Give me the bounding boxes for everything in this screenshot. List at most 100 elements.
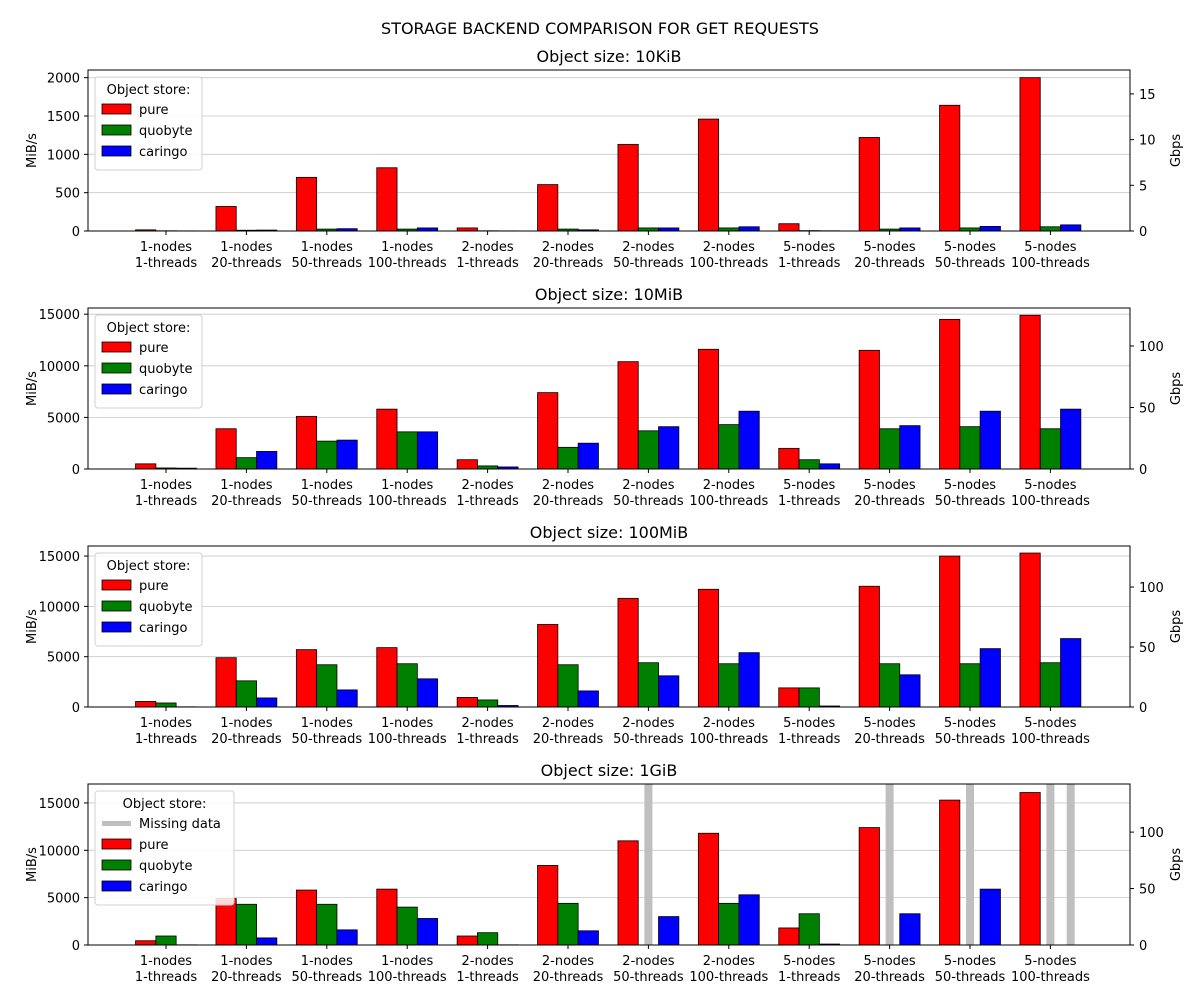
bar-quobyte <box>798 459 820 470</box>
x-tick-label: 50-threads <box>291 970 362 985</box>
y-tick-label: 0 <box>72 225 80 240</box>
bar-caringo <box>416 918 439 946</box>
bar-pure <box>939 799 961 946</box>
y2-tick-label: 100 <box>1139 826 1164 841</box>
x-tick-label: 1-nodes <box>140 954 192 969</box>
bar-pure <box>697 832 720 946</box>
legend-entry: quobyte <box>139 124 193 139</box>
bar-caringo <box>336 439 358 470</box>
legend-swatch-caringo <box>101 145 132 157</box>
legend-swatch-quobyte <box>101 600 132 612</box>
bar-quobyte <box>316 664 338 708</box>
x-tick-label: 50-threads <box>613 256 684 271</box>
panel-title: Object size: 100MiB <box>530 523 688 542</box>
bar-pure <box>295 889 318 946</box>
x-tick-label: 1-threads <box>778 732 841 747</box>
bar-quobyte <box>155 702 177 708</box>
y-tick-label: 15000 <box>39 308 80 323</box>
legend: Object store: pure quobyte caringo <box>94 552 203 647</box>
bar-pure <box>778 223 800 232</box>
bar-caringo <box>416 678 439 708</box>
y-tick-label: 0 <box>72 939 80 954</box>
bar-pure <box>376 167 398 232</box>
x-tick-label: 1-nodes <box>140 478 192 493</box>
x-tick-label: 2-nodes <box>462 716 514 731</box>
x-tick-label: 2-nodes <box>542 716 594 731</box>
bar-quobyte <box>316 903 338 946</box>
y-tick-label: 15000 <box>39 797 80 812</box>
y2-tick-label: 100 <box>1139 581 1164 596</box>
bar-pure <box>939 318 961 470</box>
bar-pure <box>456 935 478 946</box>
bar-quobyte <box>959 426 981 470</box>
bar-pure <box>537 184 559 232</box>
chart-panel-4: Object size: 1GiB 0 5000 10000 15000 0 50 100 Mi… <box>25 761 1184 985</box>
panel-title: Object size: 10MiB <box>535 285 683 304</box>
x-tick-label: 100-threads <box>689 256 768 271</box>
legend-swatch-quobyte <box>101 362 132 374</box>
bar-quobyte <box>396 663 418 708</box>
panel-title: Object size: 10KiB <box>537 47 682 66</box>
x-tick-label: 100-threads <box>1011 970 1090 985</box>
x-tick-label: 50-threads <box>935 732 1006 747</box>
x-tick-label: 1-nodes <box>140 716 192 731</box>
bar-caringo <box>256 937 278 946</box>
x-tick-label: 1-nodes <box>381 478 433 493</box>
x-tick-label: 1-threads <box>135 256 198 271</box>
x-tick-label: 50-threads <box>291 256 362 271</box>
bar-caringo <box>577 690 599 708</box>
x-tick-label: 1-threads <box>135 970 198 985</box>
x-tick-label: 1-nodes <box>220 240 272 255</box>
bar-pure <box>295 415 318 470</box>
bar-pure <box>939 555 961 708</box>
x-tick-label: 5-nodes <box>944 240 996 255</box>
y2-tick-label: 0 <box>1139 939 1147 954</box>
x-tick-label: 5-nodes <box>783 478 835 493</box>
bar-caringo <box>336 689 358 708</box>
bar-pure <box>537 865 559 946</box>
x-tick-label: 20-threads <box>854 970 925 985</box>
x-tick-label: 1-nodes <box>220 716 272 731</box>
x-tick-label: 5-nodes <box>783 240 835 255</box>
bar-pure <box>135 701 157 708</box>
bar-pure <box>617 840 639 946</box>
chart-panel-2: Object size: 10MiB 0 5000 10000 15000 0 50 100 M… <box>25 285 1184 509</box>
x-tick-label: 20-threads <box>533 970 604 985</box>
x-tick-label: 5-nodes <box>783 716 835 731</box>
chart-panel-3: Object size: 100MiB 0 5000 10000 15000 0 50 100… <box>25 523 1184 747</box>
bar-quobyte <box>718 424 740 470</box>
legend-entry: pure <box>139 341 169 356</box>
x-tick-label: 100-threads <box>368 494 447 509</box>
x-tick-label: 20-threads <box>211 256 282 271</box>
bar-caringo <box>738 894 760 946</box>
bar-quobyte <box>477 932 499 946</box>
y-axis-label: MiB/s <box>25 371 40 406</box>
x-tick-label: 50-threads <box>935 970 1006 985</box>
bar-pure <box>697 348 720 470</box>
bar-quobyte <box>637 662 659 708</box>
x-tick-label: 100-threads <box>689 732 768 747</box>
bar-caringo <box>1060 408 1082 470</box>
y-axis-label: MiB/s <box>25 133 40 168</box>
bar-pure <box>376 647 398 708</box>
bar-caringo <box>979 410 1001 470</box>
legend: Object store: pure quobyte caringo <box>94 314 203 409</box>
bar-caringo <box>577 442 599 470</box>
x-tick-label: 1-nodes <box>381 716 433 731</box>
x-tick-label: 2-nodes <box>542 478 594 493</box>
bar-quobyte <box>1039 428 1061 470</box>
y-axis-label: MiB/s <box>25 609 40 644</box>
bar-caringo <box>336 929 358 946</box>
y2-axis-label: Gbps <box>1169 848 1184 882</box>
bar-pure <box>376 888 398 946</box>
bar-quobyte <box>557 902 579 946</box>
x-tick-label: 5-nodes <box>783 954 835 969</box>
x-tick-label: 20-threads <box>854 494 925 509</box>
y2-axis-label: Gbps <box>1169 610 1184 644</box>
missing-data-bar <box>644 784 653 945</box>
x-tick-label: 100-threads <box>1011 256 1090 271</box>
legend-swatch-caringo <box>101 621 132 633</box>
panel-title: Object size: 1GiB <box>541 761 678 780</box>
x-tick-label: 5-nodes <box>944 954 996 969</box>
legend-title: Object store: <box>107 83 191 98</box>
